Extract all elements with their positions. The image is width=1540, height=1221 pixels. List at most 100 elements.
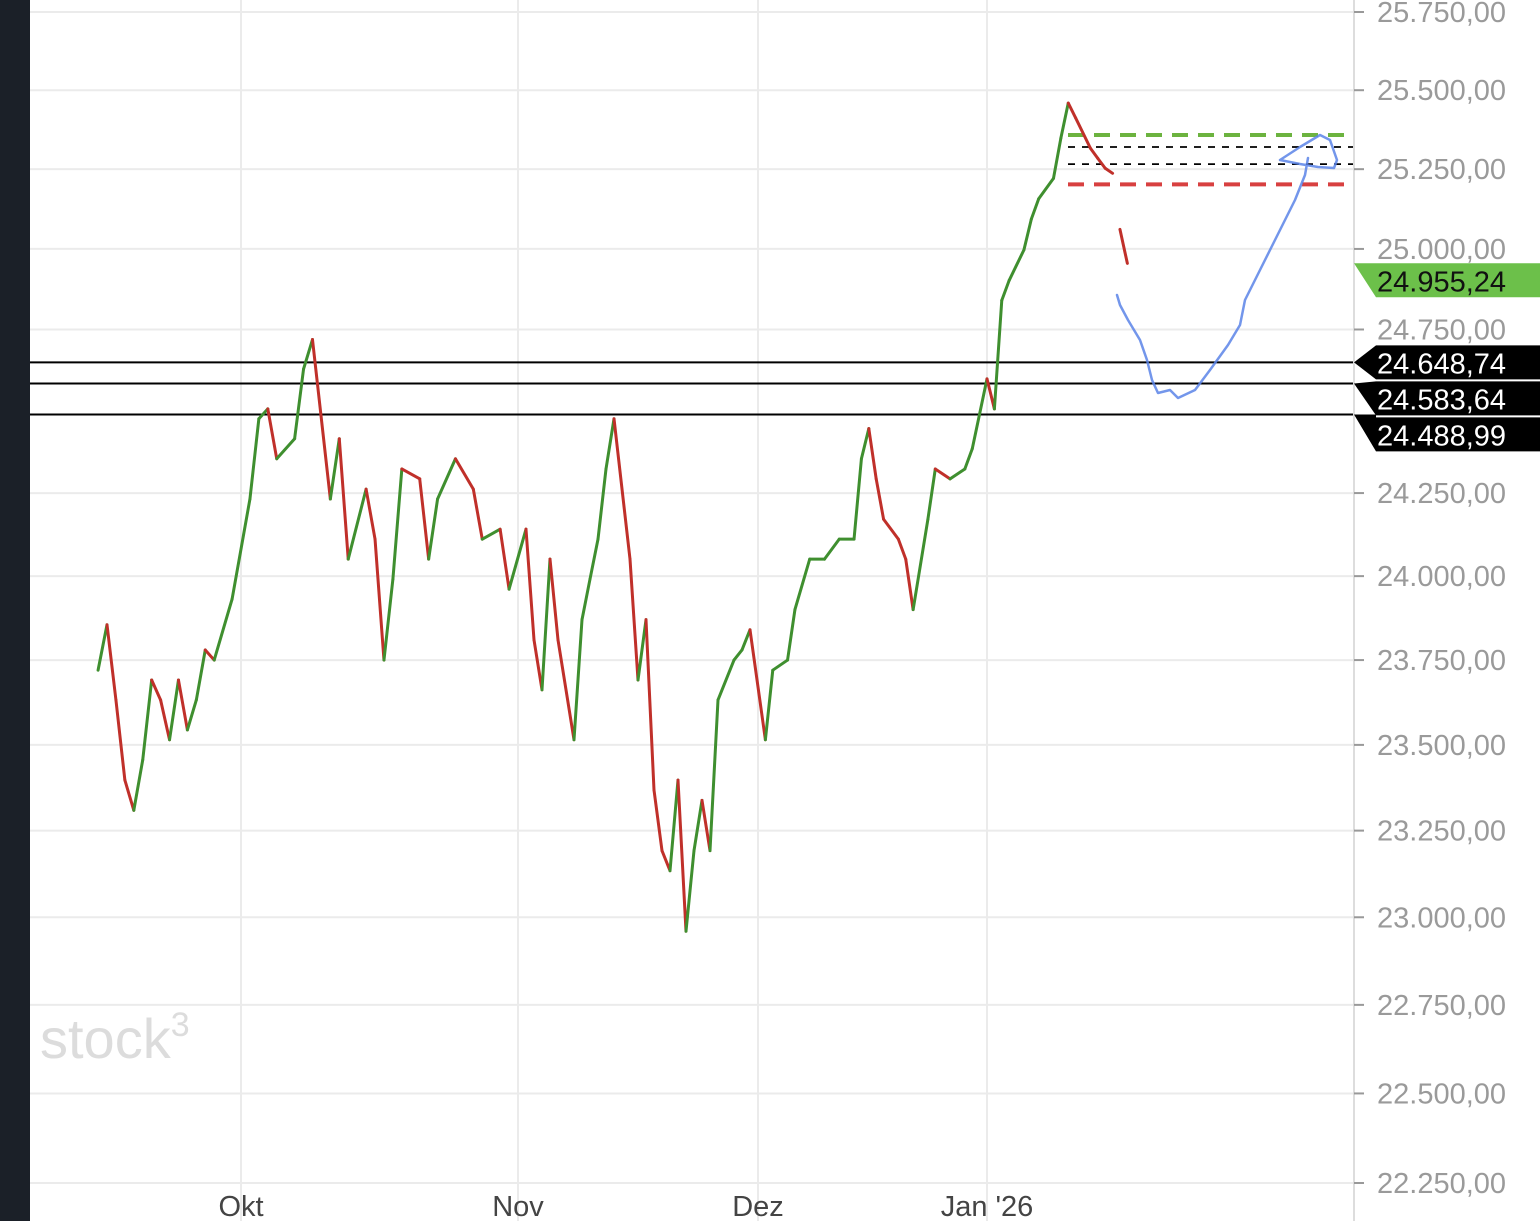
y-tick-label: 23.750,00 [1377, 645, 1506, 677]
price-segment [498, 527, 511, 591]
price-segment [1059, 101, 1070, 140]
price-segment [105, 623, 118, 702]
price-segment [926, 467, 937, 521]
price-segment [644, 618, 656, 792]
price-segment [896, 537, 908, 561]
price-segment [453, 457, 475, 491]
grid [30, 0, 1354, 1221]
price-segment [293, 367, 306, 441]
price-segment [373, 537, 386, 662]
price-segment [963, 447, 974, 471]
price-segment [176, 678, 189, 732]
price-segment [382, 577, 395, 662]
price-segment [212, 597, 234, 662]
price-segment [364, 487, 377, 541]
price-segment [992, 298, 1004, 411]
level-price-tag: 24.648,74 [1377, 348, 1506, 380]
last-price-tag: 24.955,24 [1377, 266, 1506, 298]
price-segment [882, 517, 900, 541]
level-price-tag: 24.583,64 [1377, 384, 1506, 416]
y-axis: 25.750,00 25.500,00 25.250,00 25.000,00 24.7… [1354, 0, 1506, 1200]
price-segment [1051, 136, 1063, 180]
price-segment [480, 527, 502, 541]
price-segment [1029, 197, 1041, 221]
price-segment [141, 678, 154, 762]
price-segment [248, 417, 261, 501]
price-segment [904, 557, 915, 612]
price-segment [1074, 116, 1092, 150]
price-segment [230, 497, 252, 601]
level-lines [30, 132, 1354, 416]
price-segment [580, 577, 592, 622]
price-segment [596, 467, 608, 541]
price-segment [1088, 146, 1100, 160]
y-tick-label: 25.500,00 [1377, 75, 1506, 107]
level-price-tag-bg [1354, 345, 1540, 380]
price-segment [1066, 101, 1078, 120]
price-segment [763, 668, 775, 742]
price-segment [822, 537, 841, 561]
price-segment [96, 623, 109, 672]
y-tick-label: 23.250,00 [1377, 816, 1506, 848]
price-segment [652, 788, 664, 853]
price-segment [985, 377, 996, 411]
price-segment [793, 557, 812, 612]
price-segment [159, 698, 172, 742]
price-segment [748, 628, 767, 742]
price-segment [1000, 278, 1011, 302]
price-segment [266, 407, 279, 461]
y-tick-label: 23.500,00 [1377, 730, 1506, 762]
watermark-logo: stock3 [40, 1006, 190, 1070]
y-tick-label: 24.250,00 [1377, 478, 1506, 510]
price-segment [700, 798, 712, 853]
price-segment [692, 798, 704, 853]
price-segment [716, 658, 736, 702]
price-segment [1096, 156, 1107, 170]
level-price-tag-bg [1354, 414, 1540, 452]
price-segment [786, 608, 797, 662]
level-price-tag-bg [1354, 381, 1540, 416]
y-tick-label: 22.500,00 [1377, 1078, 1506, 1110]
price-segment [203, 648, 216, 662]
left-sidebar [0, 0, 30, 1221]
y-tick-label: 25.000,00 [1377, 234, 1506, 266]
price-segment [1118, 227, 1129, 265]
y-tick-label: 22.750,00 [1377, 990, 1506, 1022]
level-price-tag: 24.488,99 [1377, 420, 1506, 452]
price-segment [572, 618, 584, 742]
price-segment [532, 638, 544, 692]
price-segment [859, 427, 871, 461]
price-segment [1022, 217, 1033, 252]
price-segment [540, 557, 552, 692]
x-axis: Okt Nov Dez Jan '26 [218, 1191, 1033, 1221]
price-segment [123, 778, 136, 812]
price-segment [852, 457, 863, 541]
price-segment [194, 648, 207, 702]
price-segment [168, 678, 180, 742]
y-tick-label: 24.750,00 [1377, 314, 1506, 346]
price-segment [740, 628, 752, 652]
price-segment [970, 377, 989, 451]
price-segment [328, 437, 341, 501]
price-segment [660, 849, 672, 873]
price-segment [771, 658, 790, 672]
x-tick-label: Jan '26 [941, 1191, 1034, 1221]
price-segment [337, 437, 350, 561]
price-segment [708, 698, 720, 853]
hand-drawn-arrow [1115, 133, 1339, 400]
price-segment [1007, 248, 1026, 282]
y-tick-label: 24.000,00 [1377, 561, 1506, 593]
price-segment [1037, 176, 1055, 201]
price-segment [185, 698, 198, 732]
price-segment [911, 517, 930, 612]
x-tick-label: Nov [492, 1191, 544, 1221]
price-segment [275, 437, 297, 461]
x-tick-label: Okt [218, 1191, 263, 1221]
price-segment [636, 618, 648, 682]
price-segment [604, 417, 616, 471]
price-segment [391, 467, 404, 581]
y-tick-label: 25.250,00 [1377, 154, 1506, 186]
y-tick-label: 25.750,00 [1377, 0, 1506, 29]
price-segment [867, 427, 878, 481]
